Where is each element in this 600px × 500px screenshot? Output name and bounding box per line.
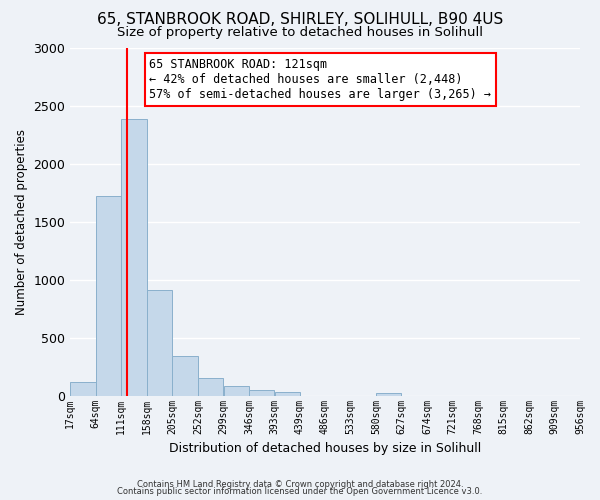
Bar xyxy=(121,120,146,396)
Text: Contains public sector information licensed under the Open Government Licence v3: Contains public sector information licen… xyxy=(118,488,482,496)
Bar xyxy=(249,390,274,396)
Text: 65 STANBROOK ROAD: 121sqm
← 42% of detached houses are smaller (2,448)
57% of se: 65 STANBROOK ROAD: 121sqm ← 42% of detac… xyxy=(149,58,491,101)
Text: 65, STANBROOK ROAD, SHIRLEY, SOLIHULL, B90 4US: 65, STANBROOK ROAD, SHIRLEY, SOLIHULL, B… xyxy=(97,12,503,28)
X-axis label: Distribution of detached houses by size in Solihull: Distribution of detached houses by size … xyxy=(169,442,481,455)
Text: Contains HM Land Registry data © Crown copyright and database right 2024.: Contains HM Land Registry data © Crown c… xyxy=(137,480,463,489)
Bar xyxy=(70,382,95,396)
Y-axis label: Number of detached properties: Number of detached properties xyxy=(15,128,28,314)
Text: Size of property relative to detached houses in Solihull: Size of property relative to detached ho… xyxy=(117,26,483,39)
Bar xyxy=(275,392,300,396)
Bar xyxy=(147,290,172,396)
Bar xyxy=(172,356,198,396)
Bar xyxy=(198,378,223,396)
Bar xyxy=(224,386,249,396)
Bar xyxy=(96,196,121,396)
Bar xyxy=(376,392,401,396)
